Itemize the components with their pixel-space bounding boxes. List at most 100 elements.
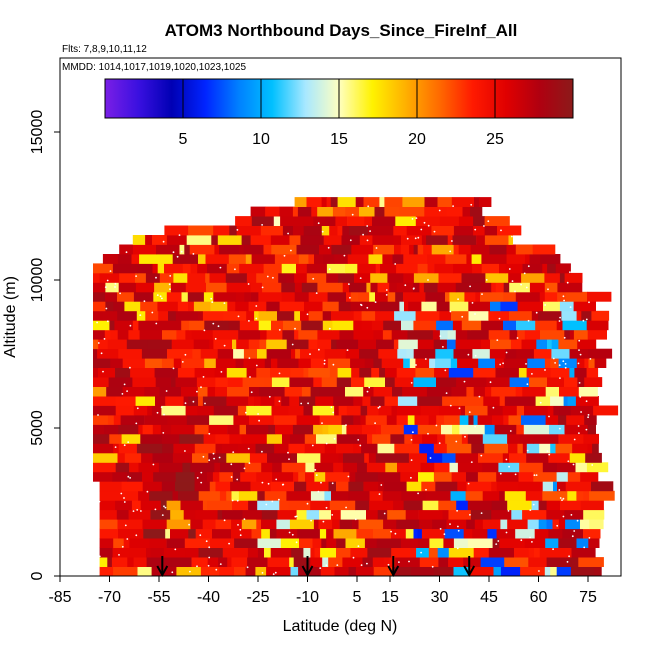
heat-cell [294, 329, 299, 340]
heat-cell [319, 415, 342, 425]
heat-cell [263, 263, 283, 274]
heat-cell [131, 254, 140, 264]
heat-cell [155, 377, 172, 387]
heat-cell [531, 310, 539, 321]
heat-cell [377, 282, 390, 293]
track-point [200, 481, 203, 484]
heat-cell [264, 377, 273, 387]
track-point [345, 424, 347, 426]
heat-cell [301, 320, 324, 331]
heat-cell [415, 367, 435, 378]
heat-cell [519, 433, 534, 444]
track-point [200, 386, 202, 389]
heat-cell [208, 424, 228, 435]
heat-cell [162, 329, 177, 340]
heat-cell [190, 263, 198, 274]
track-point [265, 503, 268, 506]
heat-cell [357, 263, 377, 274]
track-point [552, 548, 554, 551]
heat-cell [155, 396, 166, 406]
heat-cell [553, 481, 558, 492]
heat-cell [518, 471, 534, 482]
track-point [431, 565, 434, 568]
heat-cell [93, 396, 116, 406]
track-point [275, 478, 278, 481]
heat-cell [455, 452, 479, 463]
heat-cell [161, 405, 186, 416]
heat-cell [485, 272, 509, 283]
heat-cell [244, 291, 252, 302]
heat-cell [314, 462, 334, 473]
heat-cell [257, 538, 282, 548]
heat-cell [118, 443, 138, 454]
heat-cell [359, 367, 372, 378]
y-axis-label: Altitude (m) [2, 276, 19, 358]
track-point [451, 240, 453, 242]
heat-cell [592, 443, 599, 454]
heat-cell [463, 557, 481, 567]
heat-cell [583, 528, 601, 539]
track-point [314, 469, 317, 471]
track-point [349, 239, 352, 242]
heat-cell [323, 235, 342, 245]
track-point [189, 570, 191, 573]
heat-cell [264, 358, 272, 368]
heat-cell [140, 301, 158, 312]
heat-cell [484, 216, 510, 226]
heat-cell [573, 301, 596, 312]
track-point [366, 562, 368, 565]
heat-cell [320, 566, 335, 577]
heat-cell [226, 263, 240, 274]
heat-cell [160, 424, 172, 435]
heat-cell [564, 377, 578, 387]
heat-cell [375, 310, 395, 321]
track-point [151, 311, 154, 314]
heat-cell [591, 310, 610, 321]
heat-cell [217, 509, 223, 520]
track-point [290, 249, 292, 252]
heat-cell [499, 538, 526, 548]
track-point [121, 393, 124, 395]
heat-cell [186, 235, 212, 245]
heat-cell [361, 443, 378, 454]
track-point [208, 459, 211, 462]
track-point [152, 463, 155, 466]
heat-cell [508, 415, 522, 425]
heat-cell [379, 367, 386, 378]
heat-cell [489, 348, 506, 359]
heat-cell [188, 225, 214, 236]
heat-cell [480, 291, 504, 302]
dates-subtitle: MMDD: 1014,1017,1019,1020,1023,1025 [62, 62, 246, 73]
heat-cell [453, 348, 473, 359]
heat-cell [157, 263, 165, 274]
heat-cell [271, 320, 284, 331]
heat-cell [331, 490, 349, 501]
heat-cell [432, 329, 441, 340]
heat-cell [565, 291, 588, 302]
heat-cell [251, 291, 259, 302]
heat-cell [519, 462, 544, 473]
track-point [98, 555, 101, 558]
heat-cell [559, 272, 565, 283]
heat-cell [321, 197, 327, 207]
heat-cell [229, 433, 242, 444]
heat-cell [323, 254, 335, 264]
heat-cell [350, 547, 368, 558]
heat-cell [545, 415, 559, 425]
heat-cell [314, 471, 326, 482]
heat-cell [548, 452, 571, 463]
heat-cell [128, 509, 151, 520]
heat-cell [435, 348, 454, 359]
heat-cell [564, 329, 571, 340]
heat-cell [286, 490, 312, 501]
heat-cell [488, 547, 515, 558]
heat-cell [197, 263, 208, 274]
heat-cell [291, 547, 304, 558]
track-point [526, 449, 529, 452]
heat-cell [231, 528, 252, 539]
heat-cell [259, 386, 286, 397]
heat-cell [99, 519, 118, 530]
heat-cell [346, 405, 361, 416]
heat-cell [184, 538, 211, 548]
heat-cell [350, 358, 366, 368]
